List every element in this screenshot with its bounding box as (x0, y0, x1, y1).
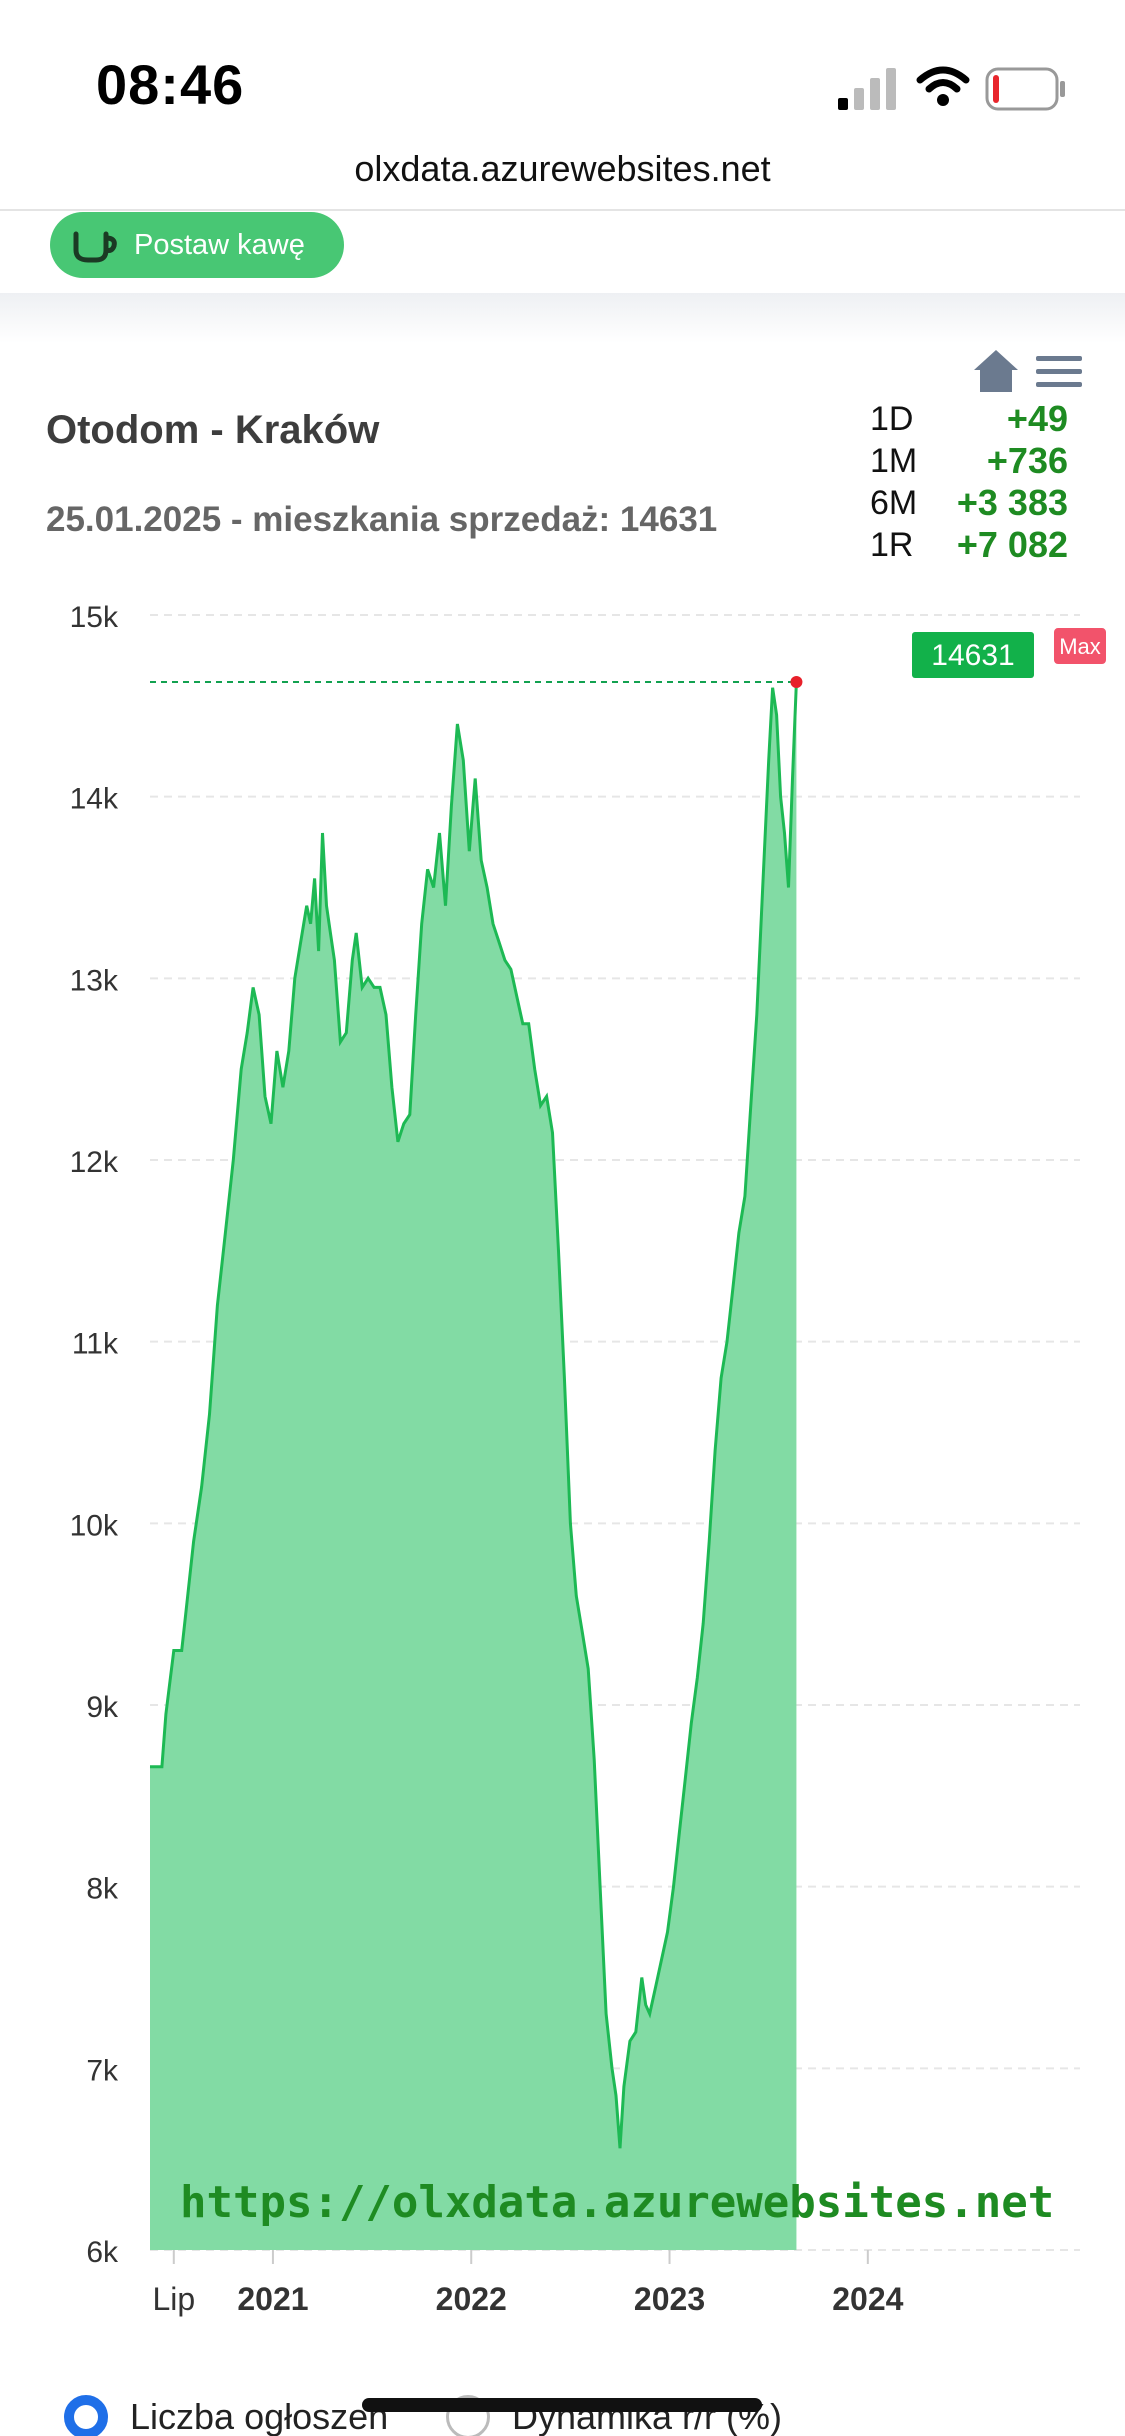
stat-row-6m: 6M +3 383 (870, 482, 1068, 524)
option-listings-count[interactable]: Liczba ogłoszeń (64, 2395, 388, 2436)
option-label: Liczba ogłoszeń (130, 2396, 389, 2436)
max-label: Max (1059, 634, 1101, 659)
stat-value: +3 383 (956, 482, 1068, 523)
address-bar-url[interactable]: olxdata.azurewebsites.net (354, 148, 771, 189)
y-tick-label: 11k (72, 1328, 119, 1361)
series-line (149, 681, 798, 2149)
x-tick-label: 2022 (436, 2281, 507, 2317)
chart-subtitle: 25.01.2025 - mieszkania sprzedaż: 14631 (46, 500, 718, 539)
chart-toolbar (974, 350, 1082, 392)
area-fill (150, 682, 797, 2250)
stat-label: 1R (870, 526, 914, 564)
home-indicator (362, 2398, 762, 2412)
max-badge (1054, 628, 1106, 665)
home-icon[interactable] (974, 350, 1018, 392)
status-bar: 08:46 (0, 0, 1125, 150)
y-tick-label: 13k (70, 964, 119, 997)
y-tick-label: 7k (86, 2054, 119, 2087)
battery-icon (985, 67, 1065, 111)
y-tick-label: 12k (70, 1146, 119, 1179)
watermark-url: https://olxdata.azurewebsites.net (180, 2177, 1054, 2228)
clock: 08:46 (96, 53, 245, 116)
coffee-cup-icon (73, 231, 117, 263)
stat-label: 1M (870, 442, 918, 480)
radio-selected-icon[interactable] (64, 2395, 108, 2436)
buy-coffee-button[interactable]: Postaw kawę (50, 212, 344, 278)
stat-value: +736 (986, 440, 1068, 481)
last-value-badge (912, 632, 1034, 679)
buy-coffee-label: Postaw kawę (134, 228, 305, 261)
x-tick-label: 2024 (832, 2281, 903, 2317)
x-tick-label: 2023 (634, 2281, 705, 2317)
x-tick-label: Lip (152, 2281, 195, 2317)
menu-icon[interactable] (1036, 356, 1082, 387)
header-shadow (0, 293, 1125, 343)
y-tick-label: 9k (86, 1691, 119, 1724)
y-tick-label: 15k (70, 601, 119, 634)
change-stats: 1D +49 1M +736 6M +3 383 1R +7 082 (870, 398, 1068, 566)
y-tick-label: 14k (70, 783, 119, 816)
cellular-signal-icon (838, 68, 896, 110)
listings-area-chart[interactable]: 15k 14k 13k 12k 11k 10k 9k 8k 7k 6k 14631 Max https:… (0, 580, 1125, 2350)
y-tick-label: 10k (70, 1509, 119, 1542)
stat-row-1r: 1R +7 082 (870, 524, 1068, 566)
divider (0, 209, 1125, 211)
max-point (790, 676, 803, 689)
stat-label: 1D (870, 400, 914, 438)
last-value-label: 14631 (931, 639, 1014, 672)
stat-row-1d: 1D +49 (870, 398, 1068, 440)
wifi-icon (916, 66, 970, 106)
stat-row-1m: 1M +736 (870, 440, 1068, 482)
chart-title: Otodom - Kraków (46, 408, 380, 452)
stat-value: +49 (1006, 398, 1068, 439)
stat-label: 6M (870, 484, 918, 522)
stat-value: +7 082 (956, 524, 1068, 565)
y-tick-label: 8k (86, 1873, 119, 1906)
y-tick-label: 6k (86, 2236, 119, 2269)
x-tick-label: 2021 (237, 2281, 308, 2317)
